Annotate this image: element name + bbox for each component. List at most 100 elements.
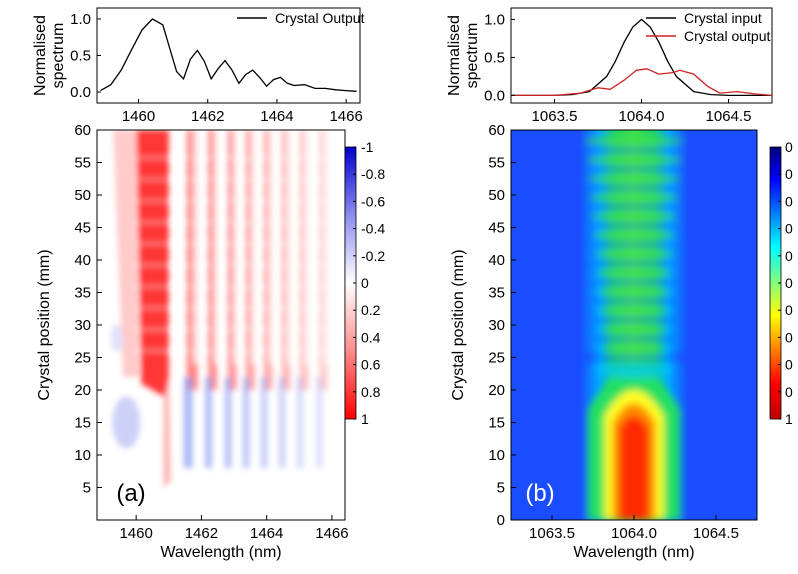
panel-a-colorbar-label: -0.2 bbox=[361, 248, 385, 264]
panel-a-map-fringe-blue-3 bbox=[242, 377, 250, 468]
panel-a-top-xtick-label: 1460 bbox=[122, 108, 155, 125]
panel-b-top-ytick-label: 0.0 bbox=[484, 87, 505, 104]
panel-a-map-fringe-red-7 bbox=[318, 130, 329, 390]
panel-a-map-fringe-gap-3 bbox=[251, 130, 257, 364]
panel-a-map-ripple bbox=[132, 306, 342, 310]
panel-a-map-xtick-label: 1466 bbox=[315, 525, 348, 542]
panel-a-map-ytick-label: 5 bbox=[83, 480, 91, 497]
panel-a-colorbar-label: 0.2 bbox=[361, 302, 381, 318]
panel-b-colorbar-label: 0 bbox=[785, 221, 793, 237]
panel-b-map-ytick-label: 20 bbox=[488, 382, 505, 399]
panel-a-top-ytick-label: 0.5 bbox=[70, 48, 91, 65]
panel-a-map-ytick-label: 20 bbox=[74, 382, 91, 399]
panel-b-top-ytick-label: 1.0 bbox=[484, 11, 505, 28]
panel-a-top-legend-label-0: Crystal Output bbox=[275, 10, 365, 26]
panel-b-map-side-dip-left bbox=[574, 352, 595, 363]
panel-a-map-fringe-gap-0 bbox=[192, 130, 198, 364]
panel-b-colorbar-label: 0 bbox=[785, 139, 793, 155]
panel-a-colorbar-label: -1 bbox=[361, 139, 374, 155]
panel-a-map-blue-patch bbox=[112, 396, 141, 449]
panel-a-map-fringe-blue-4 bbox=[260, 377, 268, 468]
panel-b-map-lobe bbox=[585, 155, 683, 164]
panel-a-map-ripple bbox=[132, 220, 342, 224]
panel-a-map-main-band bbox=[136, 130, 169, 397]
panel-a-colorbar-label: -0.6 bbox=[361, 193, 385, 209]
panel-a-map-ytick-label: 60 bbox=[74, 122, 91, 139]
panel-b-map-ripple bbox=[593, 223, 675, 228]
panel-b-map-lobe bbox=[589, 193, 679, 202]
panel-a-map-fringe-blue-0 bbox=[183, 377, 193, 468]
panel-b-map-ripple bbox=[593, 317, 675, 322]
panel-a-map-fringe-blue-6 bbox=[296, 377, 304, 468]
panel-b-colorbar-label: 0 bbox=[785, 248, 793, 264]
panel-b-map-ripple bbox=[593, 336, 675, 341]
panel-a-map-fringe-gap-5 bbox=[287, 130, 293, 364]
panel-a-top-xtick-label: 1464 bbox=[260, 108, 293, 125]
panel-a-map-ytick-label: 30 bbox=[74, 317, 91, 334]
panel-a-map-fringe-red-2 bbox=[227, 130, 237, 390]
panel-b-map-lobe bbox=[593, 231, 675, 240]
panel-a-map-ripple bbox=[132, 349, 342, 353]
panel-a-map-fringe-blue-5 bbox=[278, 377, 286, 468]
panel-a-colorbar-label: -0.8 bbox=[361, 166, 385, 182]
panel-a-map-xtick-label: 1462 bbox=[185, 525, 218, 542]
panel-b-map-ytick-label: 55 bbox=[488, 155, 505, 172]
panel-b-map-lobe bbox=[598, 287, 670, 296]
panel-a-top-ytick-label: 0.0 bbox=[70, 84, 91, 101]
panel-b-map-lobe bbox=[587, 174, 681, 183]
panel-a-colorbar-label: -0.4 bbox=[361, 221, 385, 237]
panel-a-map-xtick-label: 1460 bbox=[119, 525, 152, 542]
panel-a-map-ripple bbox=[132, 328, 342, 332]
panel-a-map-fringe-gap-7 bbox=[324, 130, 330, 364]
panel-b-colorbar-label: 0 bbox=[785, 275, 793, 291]
panel-b-map-ytick-label: 40 bbox=[488, 252, 505, 269]
panel-b-map-ripple bbox=[593, 167, 675, 171]
panel-a-top-series-0-line bbox=[100, 18, 357, 92]
panel-a-map-image bbox=[97, 130, 345, 520]
panel-b-colorbar-label: 0 bbox=[785, 166, 793, 182]
panel-a-map-ripple bbox=[132, 263, 342, 267]
panel-a-map-features bbox=[110, 130, 342, 488]
panel-b-top-legend-label-0: Crystal input bbox=[684, 10, 762, 26]
panel-a-map-panel-label: (a) bbox=[116, 480, 145, 507]
panel-b-top-ytick-label: 0.5 bbox=[484, 49, 505, 66]
panel-b-map-lobe bbox=[600, 306, 668, 315]
panel-b-colorbar-label: 0 bbox=[785, 193, 793, 209]
panel-a-map-ripple bbox=[132, 177, 342, 181]
panel-a-map-left-shoulder bbox=[113, 130, 140, 377]
panel-a-map-ytick-label: 45 bbox=[74, 220, 91, 237]
panel-a-map-fringe-red-0 bbox=[186, 130, 198, 390]
panel-a-map-ytick-label: 55 bbox=[74, 155, 91, 172]
panel-a-map-fringe-red-4 bbox=[263, 130, 273, 390]
panel-a-map-fringe-red-6 bbox=[299, 130, 309, 390]
panel-a-map-ytick-label: 35 bbox=[74, 285, 91, 302]
panel-b-map-ripple bbox=[593, 355, 675, 360]
panel-b-colorbar-label: 0 bbox=[785, 357, 793, 373]
panel-b-map-ripple bbox=[593, 242, 675, 247]
panel-a-map-ytick-label: 50 bbox=[74, 187, 91, 204]
panel-a-colorbar-label: 1 bbox=[361, 411, 369, 427]
panel-a-map-xlabel: Wavelength (nm) bbox=[160, 544, 281, 561]
panel-b-map-xlabel: Wavelength (nm) bbox=[573, 544, 694, 561]
panel-b-map-lobe bbox=[596, 269, 672, 277]
panel-b-map-crossover bbox=[596, 362, 672, 379]
panel-a-top-ytick-label: 1.0 bbox=[70, 11, 91, 28]
panel-a-map-fringe-gap-1 bbox=[213, 130, 219, 364]
panel-a-map-main-tail bbox=[163, 377, 171, 488]
panel-b-map-ripple bbox=[593, 280, 675, 285]
panel-b-map-lobe bbox=[583, 137, 685, 146]
panel-b-map-ytick-label: 15 bbox=[488, 415, 505, 432]
panel-b-map-ripple bbox=[593, 148, 675, 153]
panel-b-colorbar-label: 0 bbox=[785, 329, 793, 345]
panel-b-map-ytick-label: 5 bbox=[497, 480, 505, 497]
panel-b-map-lobe bbox=[602, 325, 666, 334]
panel-b-top-xtick-label: 1063.5 bbox=[532, 108, 578, 125]
panel-b-map-ytick-label: 45 bbox=[488, 220, 505, 237]
panel-b-map-ripple bbox=[593, 185, 675, 190]
panel-a-map-fringe-blue-1 bbox=[204, 377, 213, 468]
panel-a-map-fringe-gap-2 bbox=[233, 130, 239, 364]
panel-b-map-lobe bbox=[591, 212, 677, 221]
panel-b-colorbar-label: 0 bbox=[785, 302, 793, 318]
panel-a-map-blue-patch-2 bbox=[110, 324, 123, 352]
panel-b-map-ytick-label: 30 bbox=[488, 317, 505, 334]
